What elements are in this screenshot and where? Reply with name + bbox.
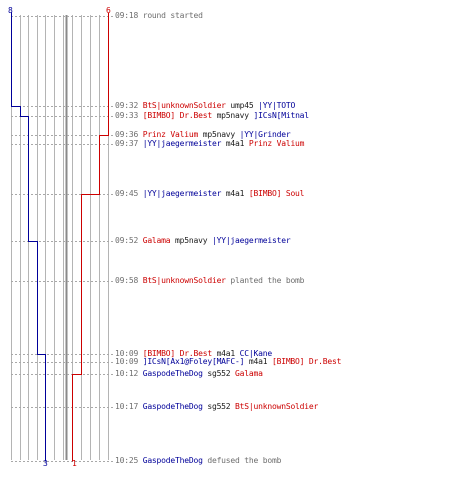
t-player-name: BtS|unknownSoldier: [142, 101, 226, 110]
event-text: sg552: [202, 402, 236, 411]
event-text: mp5navy: [211, 111, 254, 120]
event-time: 09:18: [115, 11, 143, 20]
ct-player-name: |YY|TOTO: [258, 101, 296, 110]
event-time: 09:52: [115, 236, 143, 245]
ct-player-name: CC|Kane: [239, 349, 273, 358]
event-text: mp5navy: [198, 130, 240, 139]
event-row: 10:12 GaspodeTheDog sg552 Galama: [115, 369, 263, 379]
event-time: 09:33: [115, 111, 143, 120]
t-player-name: [BIMBO] Soul: [248, 189, 305, 198]
t-player-name: Galama: [235, 369, 263, 378]
t-player-name: [BIMBO] Dr.Best: [142, 349, 212, 358]
t-start-count: 6: [106, 6, 111, 15]
event-text: m4a1: [244, 357, 272, 366]
event-text: m4a1: [221, 189, 249, 198]
ct-player-name: GaspodeTheDog: [142, 456, 203, 465]
event-row: 09:32 BtS|unknownSoldier ump45 |YY|TOTO: [115, 101, 295, 111]
t-player-name: BtS|unknownSoldier: [235, 402, 319, 411]
event-time: 09:32: [115, 101, 143, 110]
ct-player-name: |YY|jaegermeister: [211, 236, 291, 245]
event-text: round started: [142, 11, 203, 20]
event-row: 09:36 Prinz Valium mp5navy |YY|Grinder: [115, 130, 291, 140]
event-time: 10:12: [115, 369, 143, 378]
ct-player-name: |YY|Grinder: [239, 130, 291, 139]
event-time: 09:58: [115, 276, 143, 285]
event-time: 09:45: [115, 189, 143, 198]
event-row: 10:09 [BIMBO] Dr.Best m4a1 CC|Kane: [115, 349, 272, 359]
ct-alive-line: [11, 12, 46, 462]
event-row: 09:37 |YY|jaegermeister m4a1 Prinz Valiu…: [115, 139, 304, 149]
event-time: 10:09: [115, 349, 143, 358]
ct-player-name: |YY|jaegermeister: [142, 189, 222, 198]
event-row: 10:25 GaspodeTheDog defused the bomb: [115, 456, 281, 466]
ct-end-count: 3: [43, 459, 48, 468]
event-text: sg552: [202, 369, 236, 378]
t-player-name: Prinz Valium: [142, 130, 199, 139]
event-time: 10:09: [115, 357, 143, 366]
event-text: m4a1: [211, 349, 240, 358]
ct-player-name: GaspodeTheDog: [142, 369, 203, 378]
event-text: m4a1: [221, 139, 249, 148]
event-row: 09:33 [BIMBO] Dr.Best mp5navy ]ICsN[Mitn…: [115, 111, 309, 121]
t-player-name: Prinz Valium: [248, 139, 305, 148]
t-player-name: Galama: [142, 236, 171, 245]
event-row: 09:45 |YY|jaegermeister m4a1 [BIMBO] Sou…: [115, 189, 304, 199]
ct-start-count: 8: [8, 6, 13, 15]
event-row: 10:09 ]ICsN[Ax1@Foley[MAFC-] m4a1 [BIMBO…: [115, 357, 341, 367]
t-player-name: [BIMBO] Dr.Best: [271, 357, 342, 366]
event-time: 10:17: [115, 402, 143, 411]
ct-player-name: ]ICsN[Ax1@Foley[MAFC-]: [142, 357, 245, 366]
event-row: 09:58 BtS|unknownSoldier planted the bom…: [115, 276, 304, 286]
t-end-count: 1: [72, 459, 77, 468]
ct-player-name: |YY|jaegermeister: [142, 139, 222, 148]
event-text: mp5navy: [170, 236, 212, 245]
event-row: 10:17 GaspodeTheDog sg552 BtS|unknownSol…: [115, 402, 318, 412]
event-text: ump45: [225, 101, 259, 110]
event-row: 09:52 Galama mp5navy |YY|jaegermeister: [115, 236, 291, 246]
t-alive-line: [72, 12, 109, 462]
ct-player-name: ]ICsN[Mitnal: [253, 111, 310, 120]
event-time: 09:36: [115, 130, 143, 139]
event-row: 09:18 round started: [115, 11, 203, 21]
event-text: planted the bomb: [225, 276, 305, 285]
event-text: defused the bomb: [202, 456, 282, 465]
event-time: 10:25: [115, 456, 143, 465]
ct-player-name: GaspodeTheDog: [142, 402, 203, 411]
event-time: 09:37: [115, 139, 143, 148]
t-player-name: [BIMBO] Dr.Best: [142, 111, 212, 120]
t-player-name: BtS|unknownSoldier: [142, 276, 226, 285]
